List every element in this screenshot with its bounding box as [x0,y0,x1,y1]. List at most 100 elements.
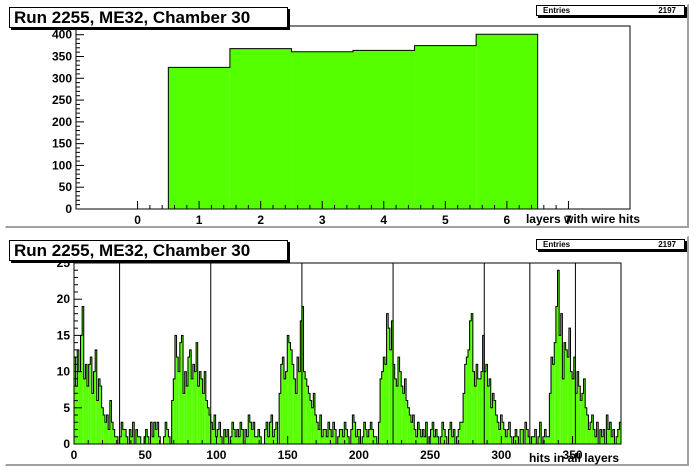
histogram-bin [155,429,158,444]
histogram-bin [139,436,141,444]
histogram-bin [552,364,555,444]
histogram-bin [113,429,115,444]
histogram-bin [292,364,294,444]
histogram-bin [119,436,122,444]
histogram-bin [267,436,270,444]
histogram-bin [546,436,548,444]
histogram-bin [303,371,306,444]
histogram-bin [534,429,537,444]
histogram-bin [451,436,454,444]
histogram-bin [291,51,353,210]
histogram-bin [591,415,594,444]
histogram-bin [585,407,587,444]
histogram-bin [327,422,330,444]
histogram-bins [168,34,538,210]
histogram-bin [352,415,355,444]
histogram-bin [443,429,446,444]
histogram-bin [414,429,416,444]
histogram-bin [380,378,382,444]
histogram-bin [612,429,615,444]
histogram-bin [209,415,211,444]
histogram-bin [93,371,96,444]
plot-frame [73,262,622,445]
histogram-bin [435,429,438,444]
histogram-bin [194,371,197,444]
histogram-bin [391,320,394,444]
histogram-bin [572,378,574,444]
x-tick-label: 6 [504,213,511,227]
x-axis-label: hits in all layers [528,451,619,465]
histogram-bin [593,429,595,444]
histogram-bin [297,357,299,444]
x-tick-label: 0 [71,448,78,462]
y-tick-label: 150 [52,137,72,151]
histogram-bin [275,422,278,444]
histogram-bin [607,429,610,444]
histogram-bin [316,422,319,444]
x-tick-label: 200 [349,448,369,462]
histogram-bin [342,436,345,444]
histogram-bin [466,357,468,444]
histogram-bin [362,436,364,444]
histogram-bin [132,422,135,444]
histogram-bin [533,436,535,444]
histogram-bin [196,342,198,444]
histogram-bin [389,349,392,444]
histogram-bin [301,306,304,444]
histogram-bin [287,335,289,444]
histogram-bin [310,400,312,444]
histogram-bin [484,371,486,444]
histogram-bin [601,436,604,444]
histogram-bin [539,422,542,444]
histogram-bin [168,67,230,209]
histogram-bin [293,378,296,444]
histogram-bin [340,429,343,444]
stats-entries-value: 2197 [658,240,676,249]
stats-entries-label: Entries [543,6,571,15]
histogram-bin [415,436,418,444]
histogram-bin [236,429,239,444]
histogram-bin [472,371,475,444]
histogram-bin [448,429,451,444]
histogram-bin [474,386,477,444]
histogram-bin [397,357,400,444]
histogram-bin [101,407,104,444]
histogram-bin [80,335,83,444]
histogram-bin [560,313,563,444]
histogram-bin [497,422,499,444]
histogram-bin [270,415,273,444]
histogram-bin [157,422,159,444]
histogram-bin [354,422,356,444]
histogram-bin [386,313,389,444]
histogram-bin [394,378,397,444]
histogram-bin [266,422,268,444]
histogram-bin [179,342,182,444]
histogram-bin [370,422,372,444]
histogram-bin [487,386,490,444]
histogram-bin [495,415,498,444]
histogram-bin [526,429,529,444]
histogram-bin [331,436,333,444]
histogram-bin [199,371,201,444]
histogram-bin [183,393,185,444]
histogram-bin [241,429,244,444]
histogram-bin [603,429,605,444]
histogram-bin [476,364,478,444]
histogram-bin [606,415,608,444]
chart-title: Run 2255, ME32, Chamber 30 [9,7,288,28]
histogram-bin [163,436,166,444]
stats-entries-value: 2197 [658,6,676,15]
histogram-bin [581,393,584,444]
histogram-bin [365,429,368,444]
histogram-bin [334,429,337,444]
histogram-pad-layers: 0 50 100 150 200 250 300 350 400 0 1 2 3 4 5 6 7 Run 225… [5,4,689,228]
histogram-bin [264,429,267,444]
x-tick-label: 2 [257,213,264,227]
histogram-bin [259,436,262,444]
histogram-bin [404,378,407,444]
y-tick-label: 300 [52,71,72,85]
histogram-bin [619,422,621,444]
x-tick-label: 0 [134,213,141,227]
histogram-bin [229,48,292,210]
histogram-bin [339,429,341,444]
